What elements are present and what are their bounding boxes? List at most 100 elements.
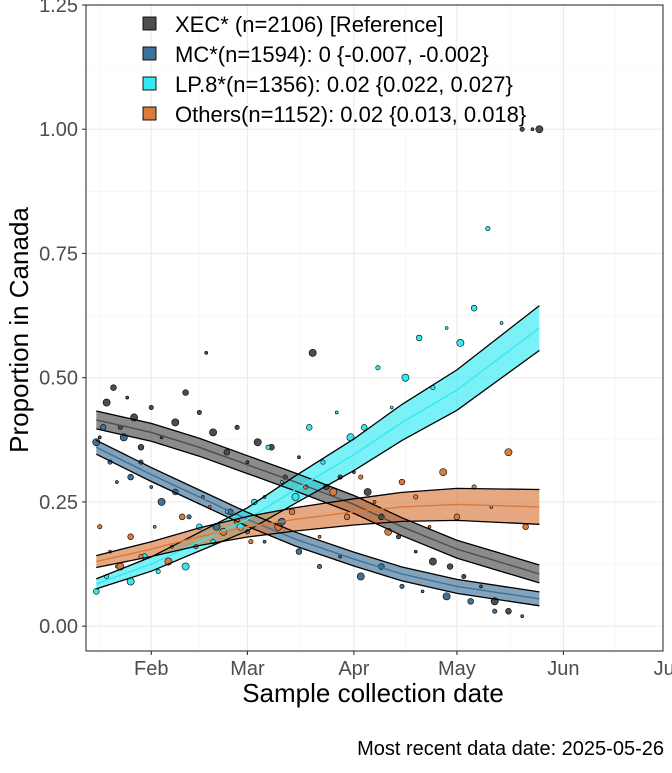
data-point [148, 405, 154, 411]
band-upper-edge [96, 439, 540, 593]
data-point [442, 592, 451, 601]
band-upper-edge [96, 410, 540, 566]
data-point [428, 557, 437, 566]
data-point [288, 508, 296, 516]
confidence-bands [96, 305, 540, 606]
data-point [413, 494, 419, 500]
data-point [97, 524, 103, 530]
data-point [181, 562, 190, 571]
data-point [439, 468, 448, 477]
x-tick-label: Jun [547, 658, 579, 680]
confidence-band [96, 440, 540, 606]
data-point [519, 126, 525, 132]
data-point [182, 389, 189, 396]
data-point [97, 435, 102, 440]
legend-key [142, 16, 157, 31]
fit-line [96, 419, 540, 575]
y-tick-label: 0.00 [39, 616, 78, 638]
data-point [485, 226, 491, 232]
band-upper-edge [96, 305, 540, 580]
y-tick-label: 0.25 [39, 492, 78, 514]
data-point [338, 554, 342, 559]
data-point [279, 480, 284, 484]
band-lower-edge [96, 453, 540, 607]
data-point [427, 524, 432, 529]
band-upper-edge [96, 487, 540, 557]
y-axis-title: Proportion in Canada [4, 207, 34, 453]
data-point [295, 548, 303, 555]
legend-label: Others(n=1152): 0.02 {0.013, 0.018} [175, 102, 526, 127]
data-point [171, 418, 180, 427]
data-point [372, 500, 377, 504]
data-point [399, 583, 405, 589]
data-point [398, 478, 406, 486]
data-point [317, 534, 322, 539]
data-point [245, 460, 250, 464]
data-point [522, 523, 529, 530]
data-point [196, 409, 202, 415]
legend-label: XEC* (n=2106) [Reference] [175, 12, 443, 37]
legend-key [142, 76, 157, 91]
x-tick-label: Feb [134, 658, 168, 680]
data-point [157, 498, 166, 506]
data-point [446, 563, 454, 570]
data-point [413, 549, 418, 554]
y-tick-label: 1.25 [39, 0, 78, 17]
data-point [102, 398, 111, 407]
data-point [110, 384, 117, 391]
data-point [504, 448, 513, 457]
data-point [520, 614, 524, 619]
data-point [375, 365, 381, 371]
data-point [92, 438, 101, 447]
band-lower-edge [96, 428, 540, 584]
fit-line [96, 503, 540, 563]
data-point [223, 449, 231, 456]
data-point [152, 524, 157, 529]
data-point [358, 474, 364, 480]
data-point [329, 488, 338, 496]
data-point [530, 127, 535, 132]
data-point [444, 326, 449, 330]
data-point [149, 485, 154, 489]
band-lower-edge [96, 349, 540, 590]
data-point [363, 488, 372, 496]
data-point [499, 321, 504, 325]
x-tick-label: Mar [230, 658, 265, 680]
data-point [492, 608, 498, 614]
data-point [137, 444, 145, 451]
data-point [248, 539, 254, 545]
fit-line [95, 446, 540, 600]
data-point [456, 339, 465, 347]
panel-border [85, 4, 664, 652]
y-tick-label: 0.75 [39, 243, 78, 265]
data-point [461, 573, 467, 579]
data-point [253, 438, 262, 447]
data-point [320, 459, 326, 465]
data-point [178, 513, 186, 521]
data-point [356, 572, 365, 581]
data-point [127, 533, 134, 540]
data-point [470, 304, 478, 312]
fit-lines [95, 305, 540, 607]
legend-label: MC*(n=1594): 0 {-0.007, -0.002} [175, 42, 489, 67]
data-point [360, 424, 368, 431]
caption: Most recent data date: 2025-05-26 [357, 738, 664, 760]
band-lower-edge [96, 519, 540, 569]
legend-label: LP.8*(n=1356): 0.02 {0.022, 0.027} [175, 72, 513, 97]
data-point [401, 373, 410, 382]
x-axis-title: Sample collection date [242, 678, 504, 708]
data-point [204, 351, 209, 355]
data-point [297, 455, 301, 460]
y-tick-label: 1.00 [39, 119, 78, 141]
data-point [127, 473, 134, 481]
data-point [234, 424, 240, 430]
data-point [389, 405, 394, 410]
data-point [262, 539, 267, 544]
data-point [479, 584, 483, 589]
legend-key [142, 106, 157, 121]
data-point [125, 395, 130, 400]
data-point [317, 564, 323, 570]
axes: 0.00 0.25 0.50 0.75 1.00 1.25 Feb Mar Apr May Jun J… [39, 0, 672, 680]
data-point [415, 334, 423, 342]
